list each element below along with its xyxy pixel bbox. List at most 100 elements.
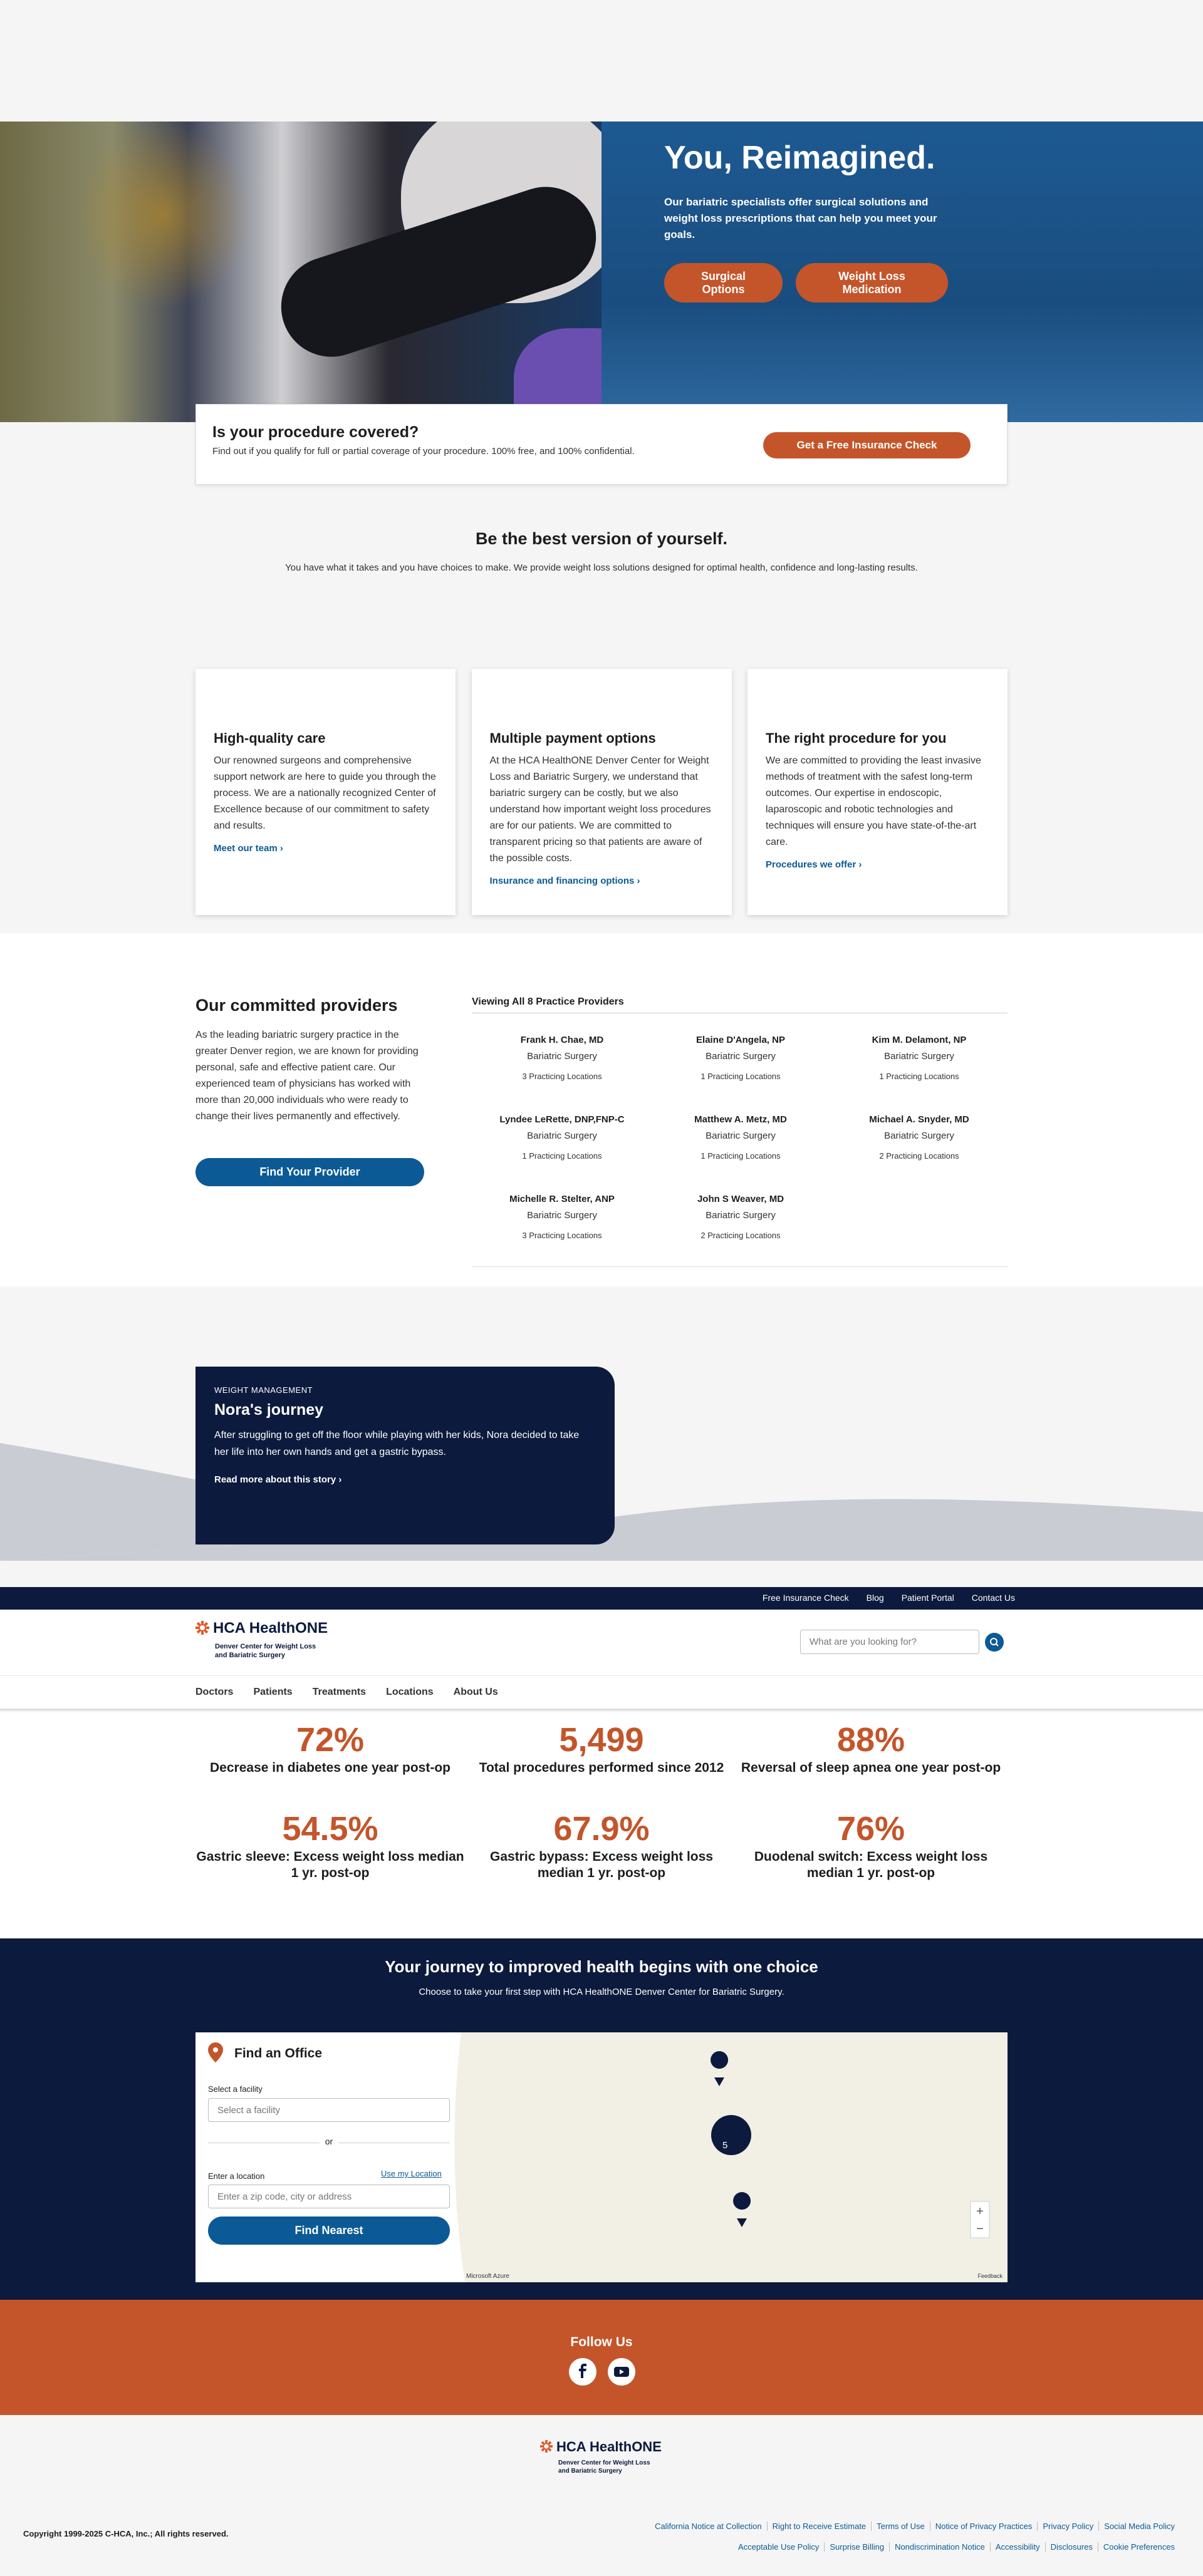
card-link[interactable]: Procedures we offer [766, 859, 862, 870]
provider-locations: 1 Practicing Locations [522, 1151, 602, 1161]
insurance-button[interactable]: Get a Free Insurance Check [763, 432, 971, 458]
footer-links: Acceptable Use Policy Surprise Billing Non… [733, 2542, 1180, 2552]
search-input[interactable]: What are you looking for? [800, 1630, 979, 1654]
logo-name[interactable]: HCA HealthONE [213, 1620, 328, 1637]
providers-list: Frank H. Chae, MD Bariatric Surgery 3 Prac… [472, 1035, 1008, 1260]
social-icons[interactable] [569, 2358, 635, 2386]
pin-icon [208, 2042, 223, 2062]
nav-link[interactable]: About Us [453, 1687, 498, 1697]
hero-button[interactable]: Weight Loss Medication [796, 263, 948, 303]
footer: HCA HealthONE Denver Center for Weight L… [0, 2415, 1203, 2576]
nav-link[interactable]: Locations [386, 1687, 434, 1697]
stat-value: 76% [836, 1810, 905, 1848]
provider-specialty: Bariatric Surgery [527, 1051, 597, 1062]
providers-title: Our committed providers [195, 996, 398, 1015]
utility-link[interactable]: Free Insurance Check [762, 1593, 849, 1603]
footer-logo-name[interactable]: HCA HealthONE [556, 2439, 662, 2454]
office-finder: + − 5 Microsoft Azure Feedback Find an Of… [195, 2032, 1008, 2282]
map[interactable]: +− [195, 2032, 1008, 2282]
story-link[interactable]: Read more about this story [214, 1474, 341, 1485]
provider-specialty: Bariatric Surgery [884, 1051, 954, 1062]
utility-bar: Free Insurance Check Blog Patient Portal Co… [0, 1587, 1203, 1610]
stat-value: 67.9% [553, 1810, 650, 1848]
location-input[interactable]: Enter a zip code, city or address [208, 2185, 450, 2208]
hero-button[interactable]: Surgical Options [664, 263, 783, 303]
stat-label: Gastric sleeve: Excess weight loss media… [196, 1849, 464, 1880]
footer-links: California Notice at Collection Right to … [650, 2522, 1180, 2531]
provider-specialty: Bariatric Surgery [527, 1130, 597, 1141]
find-nearest-button[interactable]: Find Nearest [208, 2216, 450, 2245]
logo-sub-line: and Bariatric Surgery [215, 1652, 285, 1659]
provider[interactable]: Matthew A. Metz, MD Bariatric Surgery 1 Pr… [650, 1114, 831, 1161]
map-feedback[interactable]: Feedback [977, 2273, 1002, 2279]
locator-title: Your journey to improved health begins w… [385, 1957, 818, 1976]
nav-link[interactable]: Patients [253, 1687, 293, 1697]
footer-logo-subtitle: Denver Center for Weight Loss and Bariatr… [558, 2459, 650, 2475]
footer-link[interactable]: Social Media Policy [1098, 2522, 1180, 2531]
provider-locations: 1 Practicing Locations [879, 1072, 959, 1081]
footer-link[interactable]: California Notice at Collection [655, 2522, 762, 2531]
use-location-link[interactable]: Use my Location [381, 2169, 442, 2178]
stat-value: 88% [836, 1721, 905, 1759]
stat-value: 54.5% [282, 1810, 378, 1848]
feature-card: Multiple payment options At the HCA Healt… [471, 669, 732, 915]
find-provider-button[interactable]: Find Your Provider [195, 1158, 424, 1186]
provider-locations: 2 Practicing Locations [700, 1231, 781, 1240]
social-section: Follow Us [0, 2300, 1203, 2415]
provider-locations: 1 Practicing Locations [700, 1151, 781, 1161]
stat-label: Gastric bypass: Excess weight loss media… [490, 1849, 713, 1880]
nav-link[interactable]: Treatments [312, 1687, 367, 1697]
footer-link[interactable]: Nondiscrimination Notice [889, 2542, 990, 2552]
provider[interactable]: John S Weaver, MD Bariatric Surgery 2 Prac… [650, 1194, 831, 1240]
provider[interactable]: Elaine D'Angela, NP Bariatric Surgery 1 Pr… [650, 1035, 831, 1081]
provider[interactable]: Frank H. Chae, MD Bariatric Surgery 3 Prac… [472, 1035, 652, 1081]
footer-link[interactable]: Disclosures [1044, 2542, 1098, 2552]
provider[interactable]: Michelle R. Stelter, ANP Bariatric Surger… [472, 1194, 652, 1240]
logo-sub-line: Denver Center for Weight Loss [215, 1643, 316, 1650]
utility-links: Free Insurance Check Blog Patient Portal Co… [763, 1593, 1015, 1603]
footer-link[interactable]: Privacy Policy [1037, 2522, 1098, 2531]
facility-select[interactable]: Select a facility [208, 2098, 450, 2122]
insurance-title: Is your procedure covered? [212, 423, 419, 441]
provider[interactable]: Michael A. Snyder, MD Bariatric Surgery 2 … [829, 1114, 1009, 1161]
nav-link[interactable]: Doctors [195, 1687, 234, 1697]
footer-link[interactable]: Acceptable Use Policy [738, 2542, 820, 2552]
story-card: WEIGHT MANAGEMENT Nora's journey After s… [195, 1367, 615, 1544]
provider[interactable]: Kim M. Delamont, NP Bariatric Surgery 1 Pr… [829, 1035, 1009, 1081]
map-cluster-count[interactable]: 5 [722, 2140, 728, 2151]
footer-link[interactable]: Terms of Use [871, 2522, 930, 2531]
feature-card: The right procedure for you We are commit… [747, 669, 1008, 915]
footer-link[interactable]: Surprise Billing [824, 2542, 889, 2552]
hero-text: Our bariatric specialists offer surgical… [664, 196, 937, 241]
locator-section: Your journey to improved health begins w… [0, 1938, 1203, 2300]
logo-sub-line: Denver Center for Weight Loss [558, 2460, 650, 2466]
field-label: Enter a location [208, 2171, 265, 2181]
provider-locations: 3 Practicing Locations [522, 1231, 602, 1240]
provider[interactable]: Lyndee LeRette, DNP,FNP-C Bariatric Surge… [472, 1114, 652, 1161]
stat: 67.9% Gastric bypass: Excess weight loss … [467, 1810, 736, 1881]
finder-title: Find an Office [234, 2046, 323, 2061]
stat: 88% Reversal of sleep apnea one year post… [736, 1721, 1006, 1776]
feature-cards: High-quality care Our renowned surgeons a… [195, 669, 1008, 915]
utility-link[interactable]: Patient Portal [901, 1593, 954, 1603]
provider-locations: 1 Practicing Locations [700, 1072, 781, 1081]
footer-link[interactable]: Right to Receive Estimate [766, 2522, 872, 2531]
stat-label: Total procedures performed since 2012 [479, 1761, 724, 1775]
card-text: We are committed to providing the least … [766, 755, 981, 847]
card-link[interactable]: Meet our team [214, 843, 283, 854]
stat-value: 72% [296, 1721, 365, 1759]
footer-link[interactable]: Notice of Privacy Practices [929, 2522, 1038, 2531]
utility-link[interactable]: Contact Us [971, 1593, 1015, 1603]
card-text: At the HCA HealthONE Denver Center for W… [489, 755, 711, 864]
provider-name: Frank H. Chae, MD [520, 1035, 604, 1045]
provider-name: Michael A. Snyder, MD [869, 1114, 969, 1125]
card-text: Our renowned surgeons and comprehensive … [214, 755, 436, 831]
hero: You, Reimagined. Our bariatric specialis… [0, 122, 1203, 422]
search-button[interactable] [985, 1633, 1004, 1652]
utility-link[interactable]: Blog [866, 1593, 884, 1603]
hero-title: You, Reimagined. [664, 140, 935, 176]
footer-link[interactable]: Accessibility [989, 2542, 1045, 2552]
provider-name: Kim M. Delamont, NP [872, 1035, 967, 1045]
card-link[interactable]: Insurance and financing options [490, 876, 640, 886]
footer-link[interactable]: Cookie Preferences [1097, 2542, 1180, 2552]
